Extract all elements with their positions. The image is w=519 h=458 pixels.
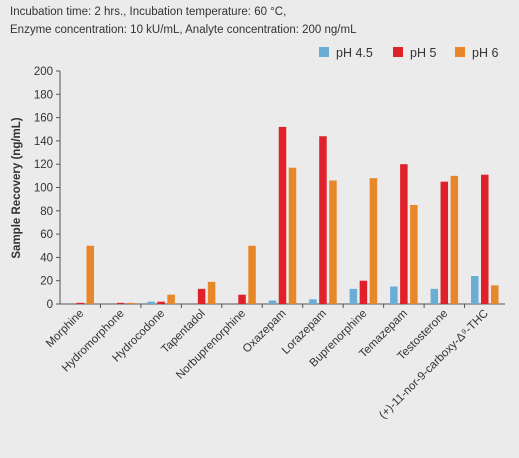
bar-lorazepam-ph-4-5: [309, 299, 317, 304]
y-tick-label: 80: [40, 206, 53, 218]
bar-tapentadol-ph-5: [197, 288, 206, 304]
y-tick-labels: 0 20 40 60 80 100 120 140 160 180 200: [34, 66, 53, 311]
bar-buprenorphine-ph-5: [359, 280, 368, 304]
category-label: Morphine: [44, 308, 86, 350]
y-tick-label: 180: [34, 89, 53, 101]
bar-norbuprenorphine-ph-5: [238, 294, 246, 304]
bar-testosterone-ph-5: [440, 181, 449, 304]
bar-lorazepam-ph-6: [329, 180, 337, 304]
bar-hydrocodone-ph-5: [157, 301, 165, 304]
y-tick-label: 0: [47, 299, 53, 311]
bar-oxazepam-ph-6: [288, 167, 297, 304]
bar-11-nor-9-carboxy-thc-ph-5: [481, 174, 489, 304]
y-tick-label: 160: [34, 113, 53, 125]
legend: pH 4.5 pH 5 pH 6: [319, 46, 498, 60]
legend-swatch-ph-5: [393, 47, 403, 57]
legend-label-ph-5: pH 5: [410, 46, 436, 60]
bar-morphine-ph-6: [86, 245, 94, 304]
bar-temazepam-ph-4-5: [390, 286, 398, 304]
legend-label-ph-4-5: pH 4.5: [336, 46, 373, 60]
y-tick-label: 200: [34, 66, 53, 78]
bar-11-nor-9-carboxy-thc-ph-6: [491, 285, 499, 304]
category-labels: MorphineHydromorphoneHydrocodoneTapentad…: [44, 308, 491, 422]
bar-hydromorphone-ph-5: [116, 302, 125, 304]
bar-testosterone-ph-6: [450, 175, 459, 304]
chart-note-line-1: Incubation time: 2 hrs., Incubation temp…: [10, 6, 286, 18]
bar-norbuprenorphine-ph-6: [248, 245, 256, 304]
bar-morphine-ph-5: [76, 302, 84, 304]
bar-hydrocodone-ph-4-5: [147, 301, 155, 304]
legend-swatch-ph-6: [455, 47, 465, 57]
bar-11-nor-9-carboxy-thc-ph-4-5: [471, 276, 479, 304]
bar-tapentadol-ph-6: [207, 281, 216, 304]
legend-swatch-ph-4-5: [319, 47, 329, 57]
y-tick-label: 40: [40, 252, 53, 264]
bar-oxazepam-ph-5: [278, 126, 287, 304]
legend-label-ph-6: pH 6: [472, 46, 498, 60]
y-tick-label: 120: [34, 159, 53, 171]
bar-buprenorphine-ph-4-5: [349, 288, 358, 304]
y-tick-label: 60: [40, 229, 53, 241]
bar-hydromorphone-ph-6: [126, 302, 135, 304]
category-label: Norbuprenorphine: [174, 308, 248, 382]
y-axis-title: Sample Recovery (ng/mL): [11, 117, 23, 258]
y-tick-label: 20: [40, 276, 53, 288]
bar-temazepam-ph-6: [410, 204, 418, 304]
bar-buprenorphine-ph-6: [369, 178, 378, 304]
y-tick-label: 100: [34, 183, 53, 195]
bar-lorazepam-ph-5: [319, 136, 327, 304]
bar-testosterone-ph-4-5: [430, 288, 439, 304]
bars: [76, 126, 499, 304]
bar-temazepam-ph-5: [400, 164, 408, 304]
chart-note-line-2: Enzyme concentration: 10 kU/mL, Analyte …: [10, 24, 357, 36]
y-tick-label: 140: [34, 136, 53, 148]
bar-oxazepam-ph-4-5: [268, 300, 277, 304]
bar-hydrocodone-ph-6: [167, 294, 175, 304]
